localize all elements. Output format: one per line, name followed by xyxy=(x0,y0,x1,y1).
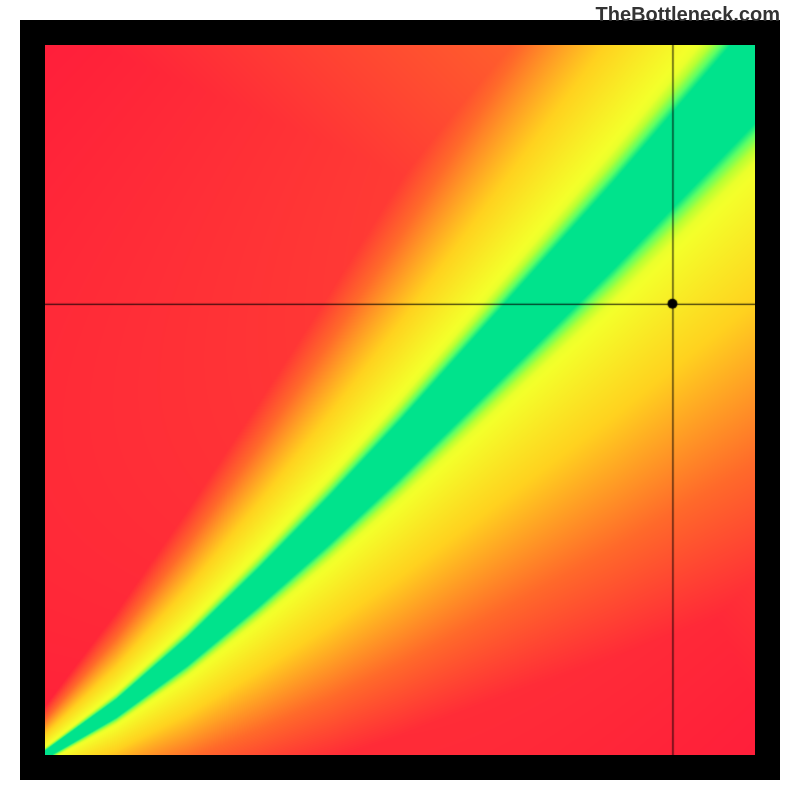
chart-container: TheBottleneck.com xyxy=(0,0,800,800)
crosshair-overlay xyxy=(45,45,755,755)
attribution-label: TheBottleneck.com xyxy=(596,4,780,27)
plot-frame xyxy=(20,20,780,780)
